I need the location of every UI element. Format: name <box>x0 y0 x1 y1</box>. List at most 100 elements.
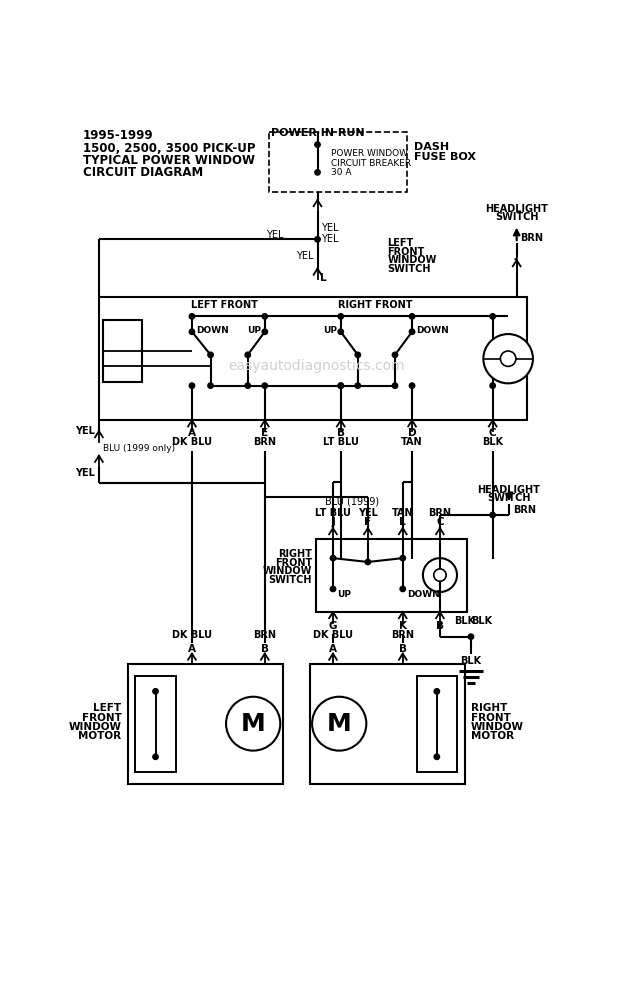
Text: FRONT: FRONT <box>387 247 425 257</box>
Text: TAN: TAN <box>392 508 413 518</box>
Text: A: A <box>188 428 196 438</box>
Text: DOWN: DOWN <box>196 326 229 335</box>
Text: 1500, 2500, 3500 PICK-UP: 1500, 2500, 3500 PICK-UP <box>83 142 255 155</box>
Text: E: E <box>261 428 268 438</box>
Circle shape <box>434 754 439 759</box>
Text: YEL: YEL <box>75 468 95 478</box>
Text: BLU (1999 only): BLU (1999 only) <box>103 444 175 453</box>
Circle shape <box>153 754 158 759</box>
Bar <box>310 664 465 784</box>
Text: B: B <box>261 644 269 654</box>
Circle shape <box>423 558 457 592</box>
Circle shape <box>245 352 250 358</box>
Bar <box>417 676 457 772</box>
Text: B: B <box>399 644 407 654</box>
Bar <box>99 297 527 420</box>
Circle shape <box>392 383 398 388</box>
Text: POWER IN RUN: POWER IN RUN <box>271 128 365 138</box>
Text: LEFT FRONT: LEFT FRONT <box>191 300 258 310</box>
Bar <box>135 676 176 772</box>
Text: SWITCH: SWITCH <box>387 264 431 274</box>
Circle shape <box>245 383 250 388</box>
Text: SWITCH: SWITCH <box>487 493 531 503</box>
Text: WINDOW: WINDOW <box>387 255 437 265</box>
Circle shape <box>501 351 516 366</box>
Text: LEFT: LEFT <box>93 703 121 713</box>
Circle shape <box>490 314 496 319</box>
Circle shape <box>409 383 415 388</box>
Text: WINDOW: WINDOW <box>263 566 312 576</box>
Circle shape <box>338 329 344 334</box>
Circle shape <box>483 334 533 383</box>
Text: HEADLIGHT: HEADLIGHT <box>485 204 548 214</box>
Text: BRN: BRN <box>514 505 536 515</box>
Bar <box>103 320 142 382</box>
Text: HEADLIGHT: HEADLIGHT <box>478 485 540 495</box>
Circle shape <box>226 697 281 751</box>
Text: B: B <box>436 621 444 631</box>
Text: BRN: BRN <box>520 233 544 243</box>
Text: FRONT: FRONT <box>82 713 121 723</box>
Circle shape <box>365 559 371 565</box>
Circle shape <box>490 512 496 518</box>
Circle shape <box>490 383 496 388</box>
Text: BRN: BRN <box>391 630 414 640</box>
Text: J: J <box>331 517 335 527</box>
Text: DK BLU: DK BLU <box>172 630 212 640</box>
Circle shape <box>315 237 320 242</box>
Circle shape <box>400 555 405 561</box>
Text: POWER WINDOW: POWER WINDOW <box>331 149 408 158</box>
Text: BRN: BRN <box>428 508 452 518</box>
Text: SWITCH: SWITCH <box>269 575 312 585</box>
Text: MOTOR: MOTOR <box>471 731 514 741</box>
Circle shape <box>434 569 446 581</box>
Text: DASH: DASH <box>415 142 449 152</box>
Text: WINDOW: WINDOW <box>69 722 121 732</box>
Text: C: C <box>489 428 496 438</box>
Text: C: C <box>436 517 444 527</box>
Text: DK BLU: DK BLU <box>172 437 212 447</box>
Circle shape <box>330 555 336 561</box>
Text: YEL: YEL <box>358 508 378 518</box>
Text: YEL: YEL <box>321 234 339 244</box>
Circle shape <box>312 697 366 751</box>
Circle shape <box>338 383 344 388</box>
Text: RIGHT: RIGHT <box>471 703 507 713</box>
Text: DK BLU: DK BLU <box>313 630 353 640</box>
Circle shape <box>338 314 344 319</box>
Circle shape <box>262 329 268 334</box>
Text: RIGHT FRONT: RIGHT FRONT <box>339 300 413 310</box>
Circle shape <box>262 383 268 388</box>
Text: BRN: BRN <box>253 437 276 447</box>
Text: FRONT: FRONT <box>275 558 312 568</box>
Circle shape <box>208 352 213 358</box>
Circle shape <box>189 383 195 388</box>
Circle shape <box>409 329 415 334</box>
Text: BLK: BLK <box>482 437 503 447</box>
Text: K: K <box>399 621 407 631</box>
Circle shape <box>189 314 195 319</box>
Text: SWITCH: SWITCH <box>495 212 538 222</box>
Text: DOWN: DOWN <box>407 590 439 599</box>
Text: M: M <box>241 712 266 736</box>
Circle shape <box>355 352 360 358</box>
Text: FUSE BOX: FUSE BOX <box>415 152 476 162</box>
Text: easyautodiagnostics.com: easyautodiagnostics.com <box>229 359 405 373</box>
Circle shape <box>355 383 360 388</box>
Circle shape <box>153 689 158 694</box>
Text: UP: UP <box>247 326 261 335</box>
Text: DOWN: DOWN <box>416 326 449 335</box>
Text: J: J <box>515 250 519 260</box>
Text: MOTOR: MOTOR <box>78 731 121 741</box>
Circle shape <box>315 170 320 175</box>
Text: L: L <box>399 517 406 527</box>
Text: BLK: BLK <box>471 616 492 626</box>
Circle shape <box>409 314 415 319</box>
Text: UP: UP <box>323 326 337 335</box>
Bar <box>269 132 407 192</box>
Circle shape <box>338 383 344 388</box>
Circle shape <box>330 586 336 592</box>
Circle shape <box>392 352 398 358</box>
Text: BLK: BLK <box>454 616 475 626</box>
Text: RIGHT: RIGHT <box>278 549 312 559</box>
